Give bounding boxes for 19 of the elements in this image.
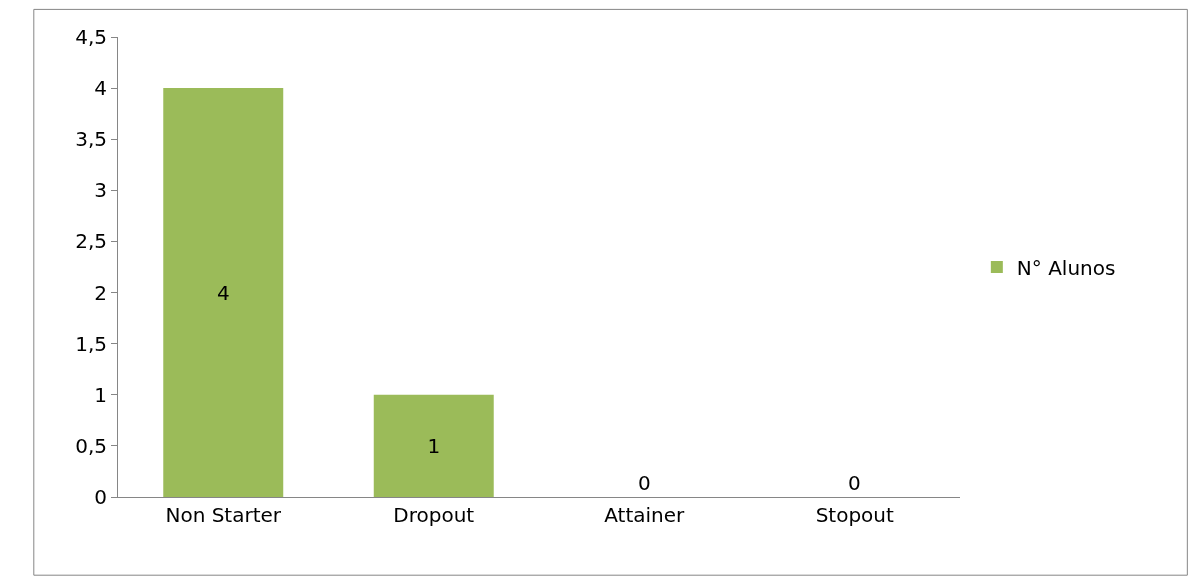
y-tick-label: 3,5 bbox=[75, 127, 107, 152]
y-tick-label: 1,5 bbox=[75, 331, 107, 356]
y-tick-label: 4,5 bbox=[75, 25, 107, 49]
y-tick-label: 0,5 bbox=[75, 433, 107, 458]
y-tick-label: 0 bbox=[94, 485, 107, 509]
data-label: 1 bbox=[427, 433, 441, 458]
y-tick-label: 2 bbox=[94, 280, 107, 305]
legend-label: N° Alunos bbox=[1016, 255, 1116, 280]
y-tick-label: 3 bbox=[94, 178, 107, 203]
y-tick-label: 2,5 bbox=[75, 229, 107, 254]
data-label: 0 bbox=[638, 471, 651, 495]
x-tick-label: Attainer bbox=[604, 503, 686, 527]
x-tick-label: Non Starter bbox=[165, 503, 282, 527]
x-tick-label: Stopout bbox=[815, 503, 895, 527]
x-tick-label: Dropout bbox=[393, 503, 475, 527]
data-label: 4 bbox=[216, 280, 230, 305]
y-tick-label: 1 bbox=[94, 382, 107, 407]
data-label: 0 bbox=[848, 471, 861, 495]
y-tick-label: 4 bbox=[94, 76, 107, 101]
